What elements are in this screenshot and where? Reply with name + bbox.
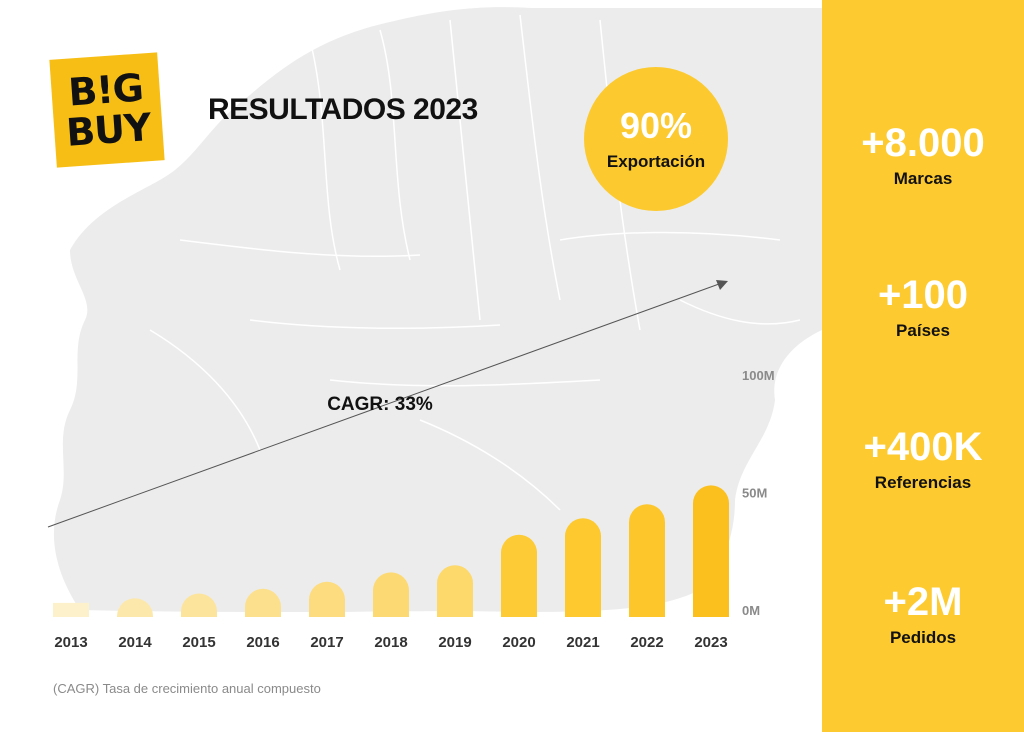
bigbuy-logo: B!G BUY [49,52,165,168]
export-badge-label: Exportación [606,152,706,171]
bar-2014 [117,598,153,617]
x-tick-label-2018: 2018 [374,634,407,651]
bar-2022 [629,504,665,617]
bar-2019 [437,565,473,617]
stat-references-value: +400K [863,425,983,469]
x-tick-label-2017: 2017 [310,634,343,651]
cagr-annotation: CAGR: 33% [327,394,433,415]
cagr-trend-arrow [47,283,720,528]
bar-2023 [693,485,729,617]
x-tick-label-2016: 2016 [246,634,279,651]
x-tick-label-2013: 2013 [54,634,87,651]
x-tick-label-2021: 2021 [566,634,599,651]
logo-line-2: BUY [64,105,152,155]
bar-2021 [565,518,601,617]
bar-2015 [181,593,217,617]
x-tick-label-2020: 2020 [502,634,535,651]
stat-orders: +2M Pedidos [822,580,1024,648]
page-title: RESULTADOS 2023 [208,93,478,126]
x-tick-label-2015: 2015 [182,634,215,651]
stat-brands-label: Marcas [893,169,953,188]
cagr-arrowhead-icon [716,280,728,290]
bar-2020 [501,534,537,617]
bar-2017 [309,581,345,617]
x-tick-label-2014: 2014 [118,634,152,651]
stat-orders-label: Pedidos [889,628,957,647]
stat-references: +400K Referencias [822,425,1024,493]
x-tick-label-2019: 2019 [438,634,471,651]
revenue-bar-chart: 2013 2014 2015 2016 2017 2018 2019 2020 2021 2022… [47,280,775,651]
stat-countries-value: +100 [877,273,969,317]
bar-2018 [373,572,410,617]
stat-references-label: Referencias [874,473,972,492]
cagr-footnote: (CAGR) Tasa de crecimiento anual compues… [53,681,321,696]
x-tick-label-2022: 2022 [630,634,663,651]
stats-sidebar: +8.000 Marcas +100 Países +400K Referenc… [822,0,1024,732]
bar-2016 [245,588,281,617]
x-tick-label-2023: 2023 [694,634,727,651]
stat-countries-label: Países [896,321,950,340]
stat-brands-value: +8.000 [861,121,985,165]
stat-orders-value: +2M [883,580,963,624]
y-tick-label-50M: 50M [742,486,767,501]
export-badge: 90% Exportación [584,67,728,211]
y-tick-label-0M: 0M [742,603,760,618]
stat-brands: +8.000 Marcas [822,121,1024,189]
stat-countries: +100 Países [822,273,1024,341]
y-tick-label-100M: 100M [742,368,775,383]
bar-2013 [53,602,89,617]
export-badge-value: 90% [619,105,693,146]
